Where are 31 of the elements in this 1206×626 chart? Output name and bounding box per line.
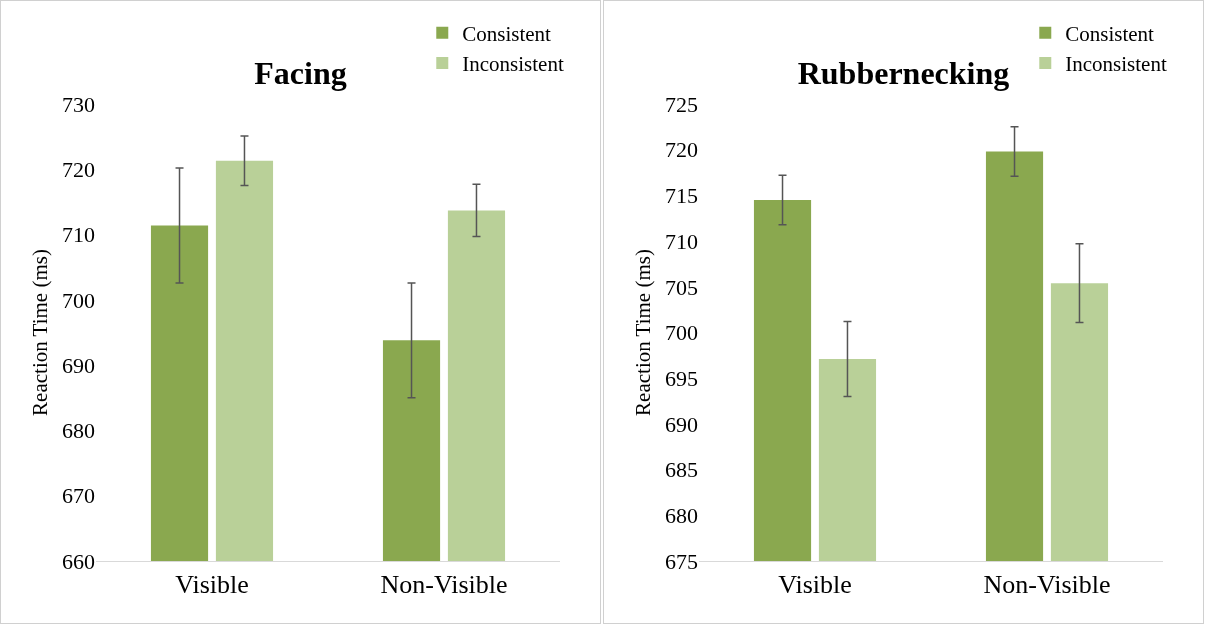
x-tick-label: Non-Visible (380, 570, 508, 600)
legend-label: Consistent (1065, 21, 1155, 46)
chart-title: Rubbernecking (797, 54, 1010, 91)
y-tick-label: 680 (665, 503, 698, 528)
y-tick-label: 720 (62, 156, 95, 182)
y-tick-label: 690 (665, 411, 698, 437)
y-tick-label: 685 (665, 457, 698, 483)
legend-label: Inconsistent (462, 52, 564, 77)
chart-title: Facing (254, 54, 347, 91)
y-tick-label: 725 (665, 91, 698, 117)
y-tick-label: 690 (62, 352, 95, 378)
legend-label: Consistent (462, 21, 552, 46)
x-tick-label: Non-Visible (983, 570, 1111, 600)
x-tick-label: Visible (778, 570, 852, 600)
y-tick-label: 705 (665, 274, 698, 300)
y-tick-label: 730 (62, 91, 95, 117)
y-tick-label: 700 (62, 287, 95, 313)
x-tick-label: Visible (175, 570, 249, 600)
y-tick-label: 720 (665, 137, 698, 163)
y-tick-label: 680 (62, 418, 95, 444)
legend-label: Inconsistent (1065, 52, 1167, 77)
y-tick-label: 710 (665, 228, 698, 254)
y-tick-label: 675 (665, 548, 698, 574)
y-tick-label: 695 (665, 365, 698, 391)
y-tick-label: 710 (62, 222, 95, 248)
y-axis-title: Reaction Time (ms) (631, 249, 656, 416)
y-tick-label: 660 (62, 548, 95, 574)
y-tick-label: 670 (62, 483, 95, 509)
y-tick-label: 700 (665, 320, 698, 346)
y-tick-label: 715 (665, 183, 698, 209)
y-axis-title: Reaction Time (ms) (28, 249, 53, 416)
